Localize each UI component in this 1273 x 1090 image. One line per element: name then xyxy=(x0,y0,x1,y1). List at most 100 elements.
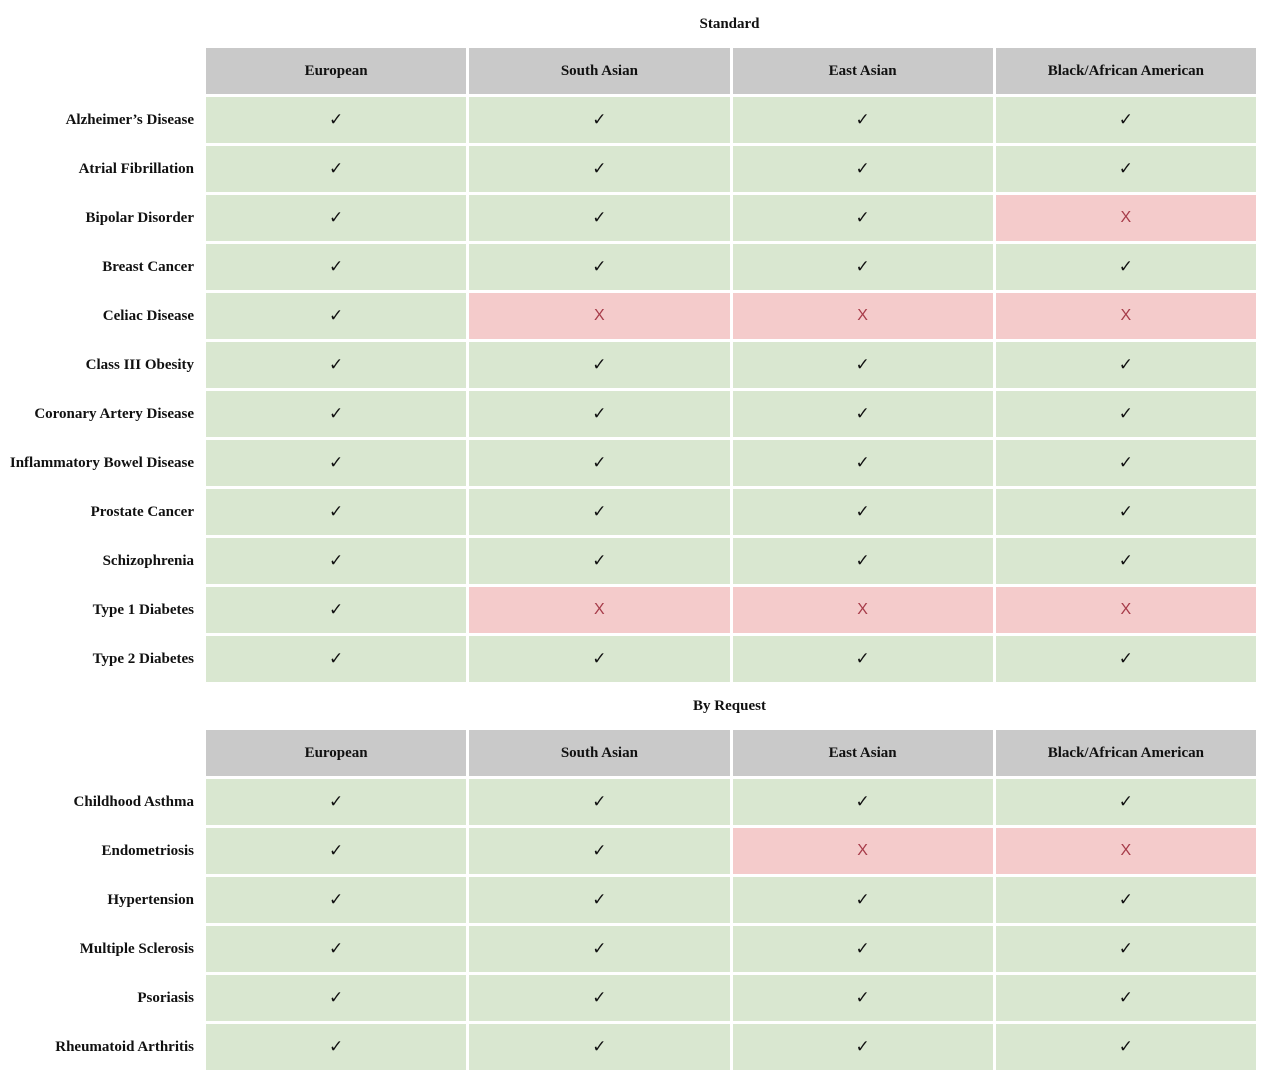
availability-cell-check: ✓ xyxy=(469,538,730,584)
availability-cell-check: ✓ xyxy=(732,195,993,241)
availability-cell-check: ✓ xyxy=(469,440,730,486)
availability-cell-check: ✓ xyxy=(206,779,467,825)
availability-cell-check: ✓ xyxy=(206,877,467,923)
availability-cell-check: ✓ xyxy=(206,636,467,682)
availability-cell-check: ✓ xyxy=(206,538,467,584)
row-label: Breast Cancer xyxy=(102,258,194,275)
availability-cell-check: ✓ xyxy=(469,489,730,535)
availability-matrix-standard: European South Asian East Asian Black/Afric… xyxy=(0,48,1256,682)
availability-cell-check: ✓ xyxy=(206,489,467,535)
availability-cell-x: X xyxy=(732,828,993,874)
by-request-table-section: By Request European South Asian East Asian… xyxy=(0,682,1256,1070)
row-label: Prostate Cancer xyxy=(90,503,194,520)
availability-cell-check: ✓ xyxy=(469,342,730,388)
row-label: Endometriosis xyxy=(101,842,194,859)
availability-cell-x: X xyxy=(732,293,993,339)
availability-cell-x: X xyxy=(995,587,1256,633)
availability-cell-check: ✓ xyxy=(995,1024,1256,1070)
availability-cell-check: ✓ xyxy=(206,926,467,972)
table-title-by-request: By Request xyxy=(693,697,766,714)
availability-cell-check: ✓ xyxy=(995,146,1256,192)
availability-cell-check: ✓ xyxy=(206,244,467,290)
availability-cell-check: ✓ xyxy=(732,244,993,290)
row-label: Type 1 Diabetes xyxy=(92,601,194,618)
row-label: Psoriasis xyxy=(137,989,194,1006)
column-header: East Asian xyxy=(732,730,993,776)
row-label: Multiple Sclerosis xyxy=(79,940,194,957)
availability-cell-check: ✓ xyxy=(732,926,993,972)
availability-cell-check: ✓ xyxy=(206,97,467,143)
availability-cell-check: ✓ xyxy=(469,926,730,972)
availability-cell-check: ✓ xyxy=(995,877,1256,923)
row-label: Hypertension xyxy=(107,891,194,908)
row-label: Class III Obesity xyxy=(85,356,194,373)
availability-cell-x: X xyxy=(995,293,1256,339)
availability-cell-check: ✓ xyxy=(995,926,1256,972)
availability-matrix-by-request: European South Asian East Asian Black/Afric… xyxy=(0,730,1256,1070)
availability-cell-check: ✓ xyxy=(995,489,1256,535)
content: Standard European South Asian East Asian Bl… xyxy=(0,15,1256,1070)
availability-cell-check: ✓ xyxy=(206,342,467,388)
availability-cell-check: ✓ xyxy=(469,1024,730,1070)
availability-cell-check: ✓ xyxy=(206,146,467,192)
availability-cell-check: ✓ xyxy=(732,779,993,825)
row-label: Atrial Fibrillation xyxy=(78,160,194,177)
availability-cell-check: ✓ xyxy=(469,779,730,825)
row-label: Alzheimer’s Disease xyxy=(65,111,194,128)
availability-cell-check: ✓ xyxy=(995,97,1256,143)
column-header: Black/African American xyxy=(995,48,1256,94)
availability-cell-check: ✓ xyxy=(995,636,1256,682)
column-header: East Asian xyxy=(732,48,993,94)
row-label: Coronary Artery Disease xyxy=(34,405,194,422)
column-header: South Asian xyxy=(469,730,730,776)
availability-cell-check: ✓ xyxy=(732,636,993,682)
corner-cell xyxy=(0,48,203,94)
row-label: Bipolar Disorder xyxy=(85,209,194,226)
column-header: Black/African American xyxy=(995,730,1256,776)
corner-cell xyxy=(0,730,203,776)
availability-cell-check: ✓ xyxy=(732,538,993,584)
availability-cell-check: ✓ xyxy=(469,877,730,923)
availability-cell-x: X xyxy=(469,587,730,633)
availability-cell-check: ✓ xyxy=(732,440,993,486)
availability-cell-x: X xyxy=(469,293,730,339)
availability-cell-check: ✓ xyxy=(206,828,467,874)
availability-cell-check: ✓ xyxy=(732,391,993,437)
availability-cell-check: ✓ xyxy=(206,975,467,1021)
availability-cell-check: ✓ xyxy=(732,1024,993,1070)
table-title-standard: Standard xyxy=(699,15,760,32)
availability-cell-check: ✓ xyxy=(469,636,730,682)
availability-cell-x: X xyxy=(995,828,1256,874)
availability-cell-check: ✓ xyxy=(469,97,730,143)
row-label: Inflammatory Bowel Disease xyxy=(9,454,194,471)
availability-cell-check: ✓ xyxy=(995,440,1256,486)
availability-cell-check: ✓ xyxy=(732,489,993,535)
availability-cell-check: ✓ xyxy=(469,244,730,290)
availability-cell-check: ✓ xyxy=(206,293,467,339)
availability-cell-x: X xyxy=(732,587,993,633)
availability-cell-check: ✓ xyxy=(732,975,993,1021)
row-label: Childhood Asthma xyxy=(73,793,194,810)
availability-cell-check: ✓ xyxy=(995,975,1256,1021)
availability-cell-check: ✓ xyxy=(732,342,993,388)
row-label: Schizophrenia xyxy=(102,552,194,569)
availability-cell-check: ✓ xyxy=(469,195,730,241)
availability-cell-check: ✓ xyxy=(995,779,1256,825)
row-label: Rheumatoid Arthritis xyxy=(55,1038,194,1055)
availability-cell-check: ✓ xyxy=(995,391,1256,437)
availability-cell-check: ✓ xyxy=(995,538,1256,584)
availability-cell-check: ✓ xyxy=(469,146,730,192)
column-header: European xyxy=(206,48,467,94)
availability-cell-check: ✓ xyxy=(469,391,730,437)
availability-cell-check: ✓ xyxy=(732,97,993,143)
availability-cell-check: ✓ xyxy=(206,195,467,241)
row-label: Type 2 Diabetes xyxy=(92,650,194,667)
availability-cell-check: ✓ xyxy=(469,828,730,874)
availability-cell-check: ✓ xyxy=(995,244,1256,290)
column-header: South Asian xyxy=(469,48,730,94)
availability-cell-check: ✓ xyxy=(206,391,467,437)
availability-cell-check: ✓ xyxy=(732,146,993,192)
availability-cell-check: ✓ xyxy=(995,342,1256,388)
standard-table-section: Standard European South Asian East Asian Bl… xyxy=(0,15,1256,682)
column-header: European xyxy=(206,730,467,776)
